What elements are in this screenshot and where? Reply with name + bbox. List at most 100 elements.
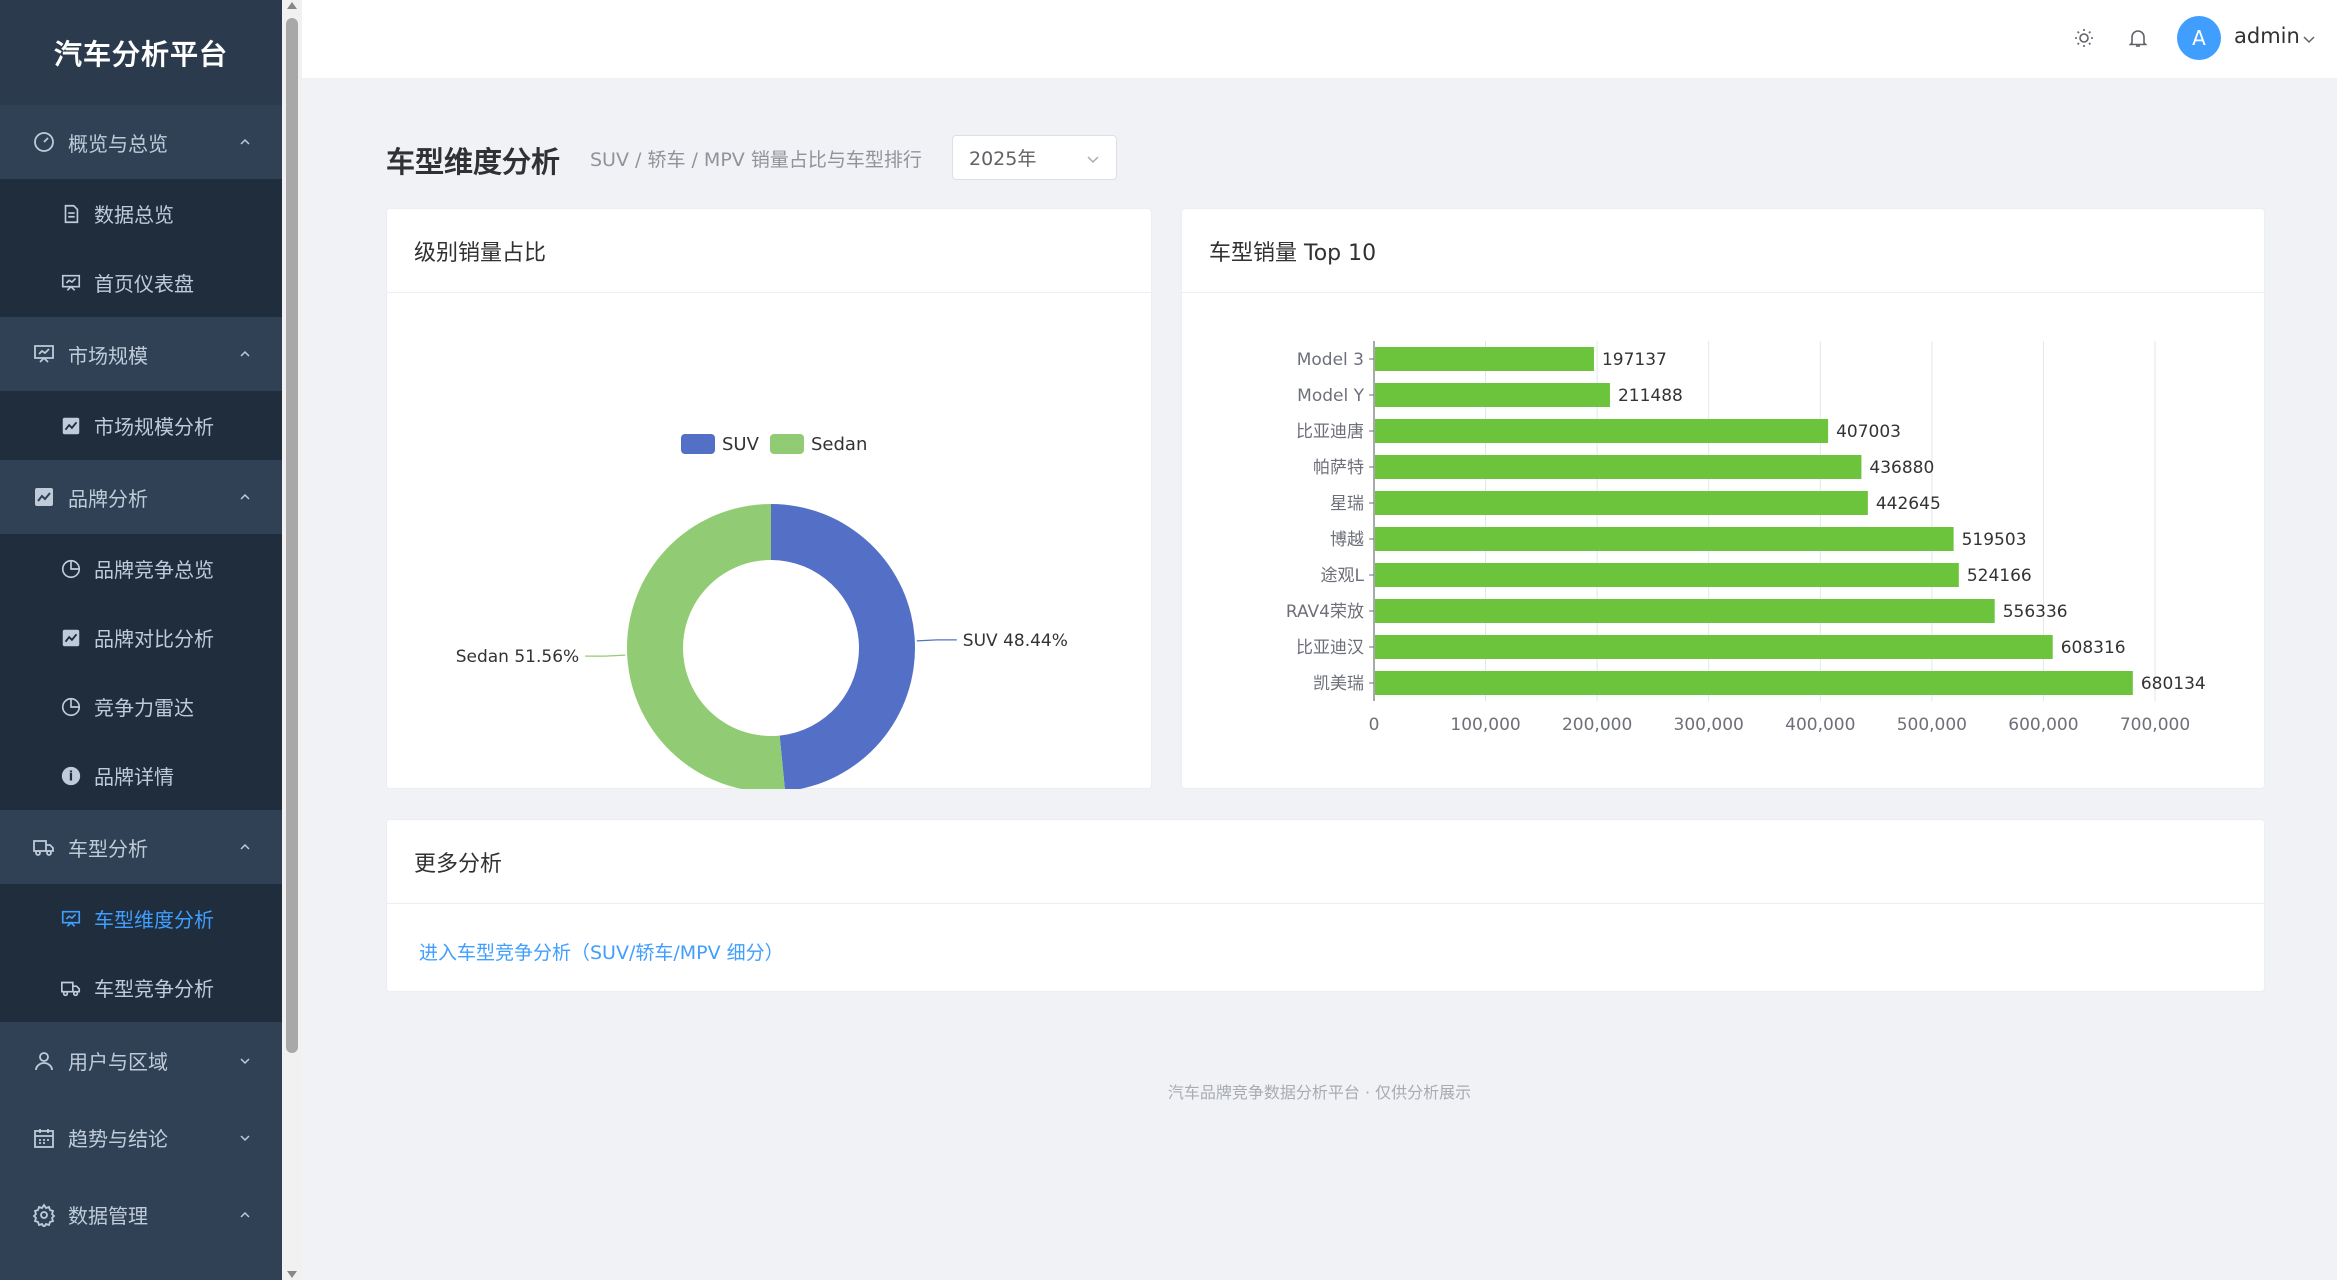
bar: [1375, 455, 1862, 479]
pie-slice: [771, 504, 915, 792]
card-title: 级别销量占比: [387, 209, 1151, 293]
bar: [1375, 599, 1995, 623]
bar-chart-card: 车型销量 Top 10 0 100,000 200,000 300,000 400,00…: [1181, 208, 2265, 789]
menu-group-label: 市场规模: [68, 343, 148, 368]
avatar[interactable]: A: [2177, 16, 2221, 60]
sidebar-item-label: 品牌对比分析: [94, 627, 214, 651]
truck-icon: [60, 977, 82, 999]
bar: [1375, 671, 2133, 695]
sidebar-item-label: 竞争力雷达: [94, 696, 194, 720]
sidebar-item-market-size[interactable]: 市场规模分析: [0, 391, 282, 460]
pie-chart-icon: [60, 696, 82, 718]
trend-chart-icon: [32, 485, 56, 509]
menu-group-label: 品牌分析: [68, 486, 148, 511]
card-title: 更多分析: [387, 820, 2264, 904]
legend-label: SUV: [722, 434, 760, 455]
menu-group-label: 趋势与结论: [68, 1127, 168, 1151]
bar-value-label: 211488: [1618, 386, 1683, 406]
sidebar-item-label: 市场规模分析: [94, 415, 214, 439]
scroll-down-arrow[interactable]: [287, 1271, 297, 1278]
x-tick-label: 500,000: [1897, 715, 1967, 735]
menu-group-data-management[interactable]: 数据管理: [0, 1176, 282, 1253]
presentation-icon: [60, 908, 82, 930]
chevron-down-icon[interactable]: [2302, 32, 2316, 46]
y-tick-label: 帕萨特: [1313, 458, 1364, 478]
more-analysis-card: 更多分析 进入车型竞争分析（SUV/轿车/MPV 细分）: [386, 819, 2265, 992]
x-tick-label: 400,000: [1785, 715, 1855, 735]
username[interactable]: admin: [2234, 24, 2300, 48]
menu-group-user-region[interactable]: 用户与区域: [0, 1022, 282, 1099]
y-tick-label: 凯美瑞: [1313, 674, 1364, 694]
model-competition-link[interactable]: 进入车型竞争分析（SUV/轿车/MPV 细分）: [419, 942, 784, 964]
menu-group-brand[interactable]: 品牌分析: [0, 460, 282, 534]
menu-group-market[interactable]: 市场规模: [0, 317, 282, 391]
menu-group-model[interactable]: 车型分析: [0, 810, 282, 884]
year-select-value: 2025年: [969, 148, 1037, 170]
sidebar-scrollbar[interactable]: [282, 0, 302, 1280]
sidebar-item-brand-detail[interactable]: i 品牌详情: [0, 741, 282, 810]
sidebar-item-label: 车型竞争分析: [94, 977, 214, 1001]
chevron-up-icon: [240, 843, 250, 850]
chevron-up-icon: [240, 350, 250, 357]
bar-value-label: 608316: [2061, 638, 2126, 658]
sun-icon[interactable]: [2071, 25, 2097, 51]
chevron-down-icon: [240, 1057, 250, 1064]
sidebar-item-model-competition[interactable]: 车型竞争分析: [0, 953, 282, 1022]
bar: [1375, 635, 2053, 659]
y-tick-label: 途观L: [1321, 566, 1365, 586]
sidebar-item-home-dashboard[interactable]: 首页仪表盘: [0, 248, 282, 317]
legend-swatch: [770, 434, 804, 454]
menu-group-overview[interactable]: 概览与总览: [0, 105, 282, 179]
scroll-up-arrow[interactable]: [287, 2, 297, 9]
menu-group-label: 概览与总览: [68, 131, 168, 156]
pie-chart-icon: [60, 558, 82, 580]
pie-label-line: [585, 654, 626, 657]
bar-chart: 0 100,000 200,000 300,000 400,000 500,000 600,…: [1286, 341, 2206, 735]
trend-chart-icon: [60, 415, 82, 437]
pie-label-line: [916, 639, 957, 642]
sidebar-item-label: 车型维度分析: [94, 908, 214, 932]
bar-value-label: 436880: [1869, 458, 1934, 478]
sidebar-item-competitiveness-radar[interactable]: 竞争力雷达: [0, 672, 282, 741]
bar: [1375, 491, 1868, 515]
menu-group-label: 车型分析: [68, 836, 148, 861]
chevron-up-icon: [240, 138, 250, 145]
x-tick-label: 700,000: [2120, 715, 2190, 735]
calendar-icon: [32, 1126, 56, 1150]
bar: [1375, 347, 1594, 371]
pie-slice: [626, 504, 786, 792]
chevron-up-icon: [240, 493, 250, 500]
y-tick-label: RAV4荣放: [1286, 602, 1364, 622]
bar: [1375, 563, 1959, 587]
user-icon: [32, 1049, 56, 1073]
dashboard-icon: [32, 130, 56, 154]
bar: [1375, 383, 1610, 407]
presentation-icon: [60, 272, 82, 294]
y-tick-label: Model Y: [1297, 386, 1364, 406]
sidebar-item-brand-overview[interactable]: 品牌竞争总览: [0, 534, 282, 603]
menu-group-label: 数据管理: [68, 1204, 148, 1228]
legend-swatch: [681, 434, 715, 454]
footer: 汽车品牌竞争数据分析平台 · 仅供分析展示: [1167, 1083, 1472, 1102]
bar-value-label: 680134: [2141, 674, 2206, 694]
sidebar-item-model-dimension[interactable]: 车型维度分析: [0, 884, 282, 953]
pie-label: Sedan 51.56%: [456, 647, 579, 667]
x-tick-label: 0: [1369, 715, 1380, 735]
x-tick-label: 300,000: [1674, 715, 1744, 735]
app-title: 汽车分析平台: [0, 0, 282, 105]
sidebar-item-brand-compare[interactable]: 品牌对比分析: [0, 603, 282, 672]
chevron-up-icon: [240, 1211, 250, 1218]
y-tick-label: 星瑞: [1330, 494, 1364, 514]
scrollbar-thumb[interactable]: [286, 18, 298, 1053]
menu-group-label: 用户与区域: [68, 1050, 168, 1074]
menu-group-trend[interactable]: 趋势与结论: [0, 1099, 282, 1176]
sidebar-item-label: 首页仪表盘: [94, 272, 194, 296]
year-select[interactable]: 2025年: [952, 135, 1117, 180]
bar-value-label: 556336: [2003, 602, 2068, 622]
y-tick-label: Model 3: [1297, 350, 1364, 370]
x-tick-label: 600,000: [2008, 715, 2078, 735]
bar: [1375, 527, 1954, 551]
sidebar-item-data-overview[interactable]: 数据总览: [0, 179, 282, 248]
bell-icon[interactable]: [2125, 25, 2151, 51]
document-icon: [60, 203, 82, 225]
